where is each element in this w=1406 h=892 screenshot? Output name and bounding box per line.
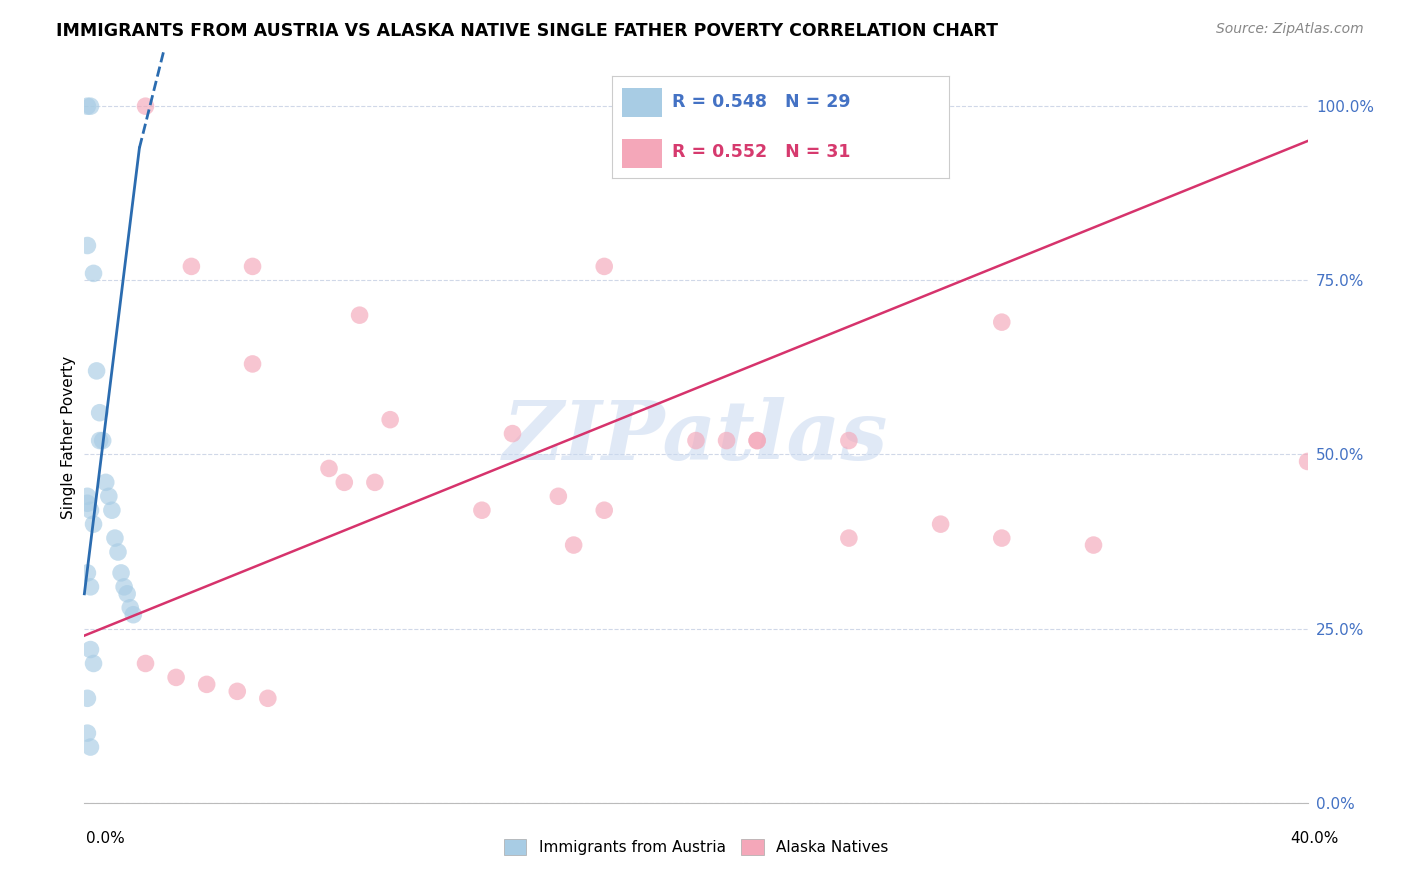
Point bbox=[83, 517, 105, 532]
Point bbox=[135, 99, 157, 113]
Point bbox=[165, 670, 187, 684]
Text: IMMIGRANTS FROM AUSTRIA VS ALASKA NATIVE SINGLE FATHER POVERTY CORRELATION CHART: IMMIGRANTS FROM AUSTRIA VS ALASKA NATIVE… bbox=[56, 22, 998, 40]
Point bbox=[112, 580, 135, 594]
Point bbox=[76, 238, 98, 252]
Point bbox=[104, 531, 127, 545]
Point bbox=[349, 308, 371, 322]
Point bbox=[94, 475, 117, 490]
Point bbox=[79, 580, 101, 594]
FancyBboxPatch shape bbox=[621, 88, 662, 117]
Point bbox=[76, 566, 98, 580]
Point bbox=[135, 657, 157, 671]
Point bbox=[747, 434, 769, 448]
Point bbox=[79, 99, 101, 113]
Point bbox=[838, 531, 860, 545]
Text: ZIPatlas: ZIPatlas bbox=[503, 397, 889, 477]
Point bbox=[593, 503, 616, 517]
Point bbox=[76, 691, 98, 706]
Point bbox=[991, 531, 1014, 545]
Point bbox=[115, 587, 138, 601]
Point bbox=[110, 566, 132, 580]
Point bbox=[120, 600, 142, 615]
Point bbox=[76, 726, 98, 740]
Point bbox=[242, 357, 264, 371]
Text: R = 0.548   N = 29: R = 0.548 N = 29 bbox=[672, 94, 851, 112]
Point bbox=[180, 260, 202, 274]
Point bbox=[991, 315, 1014, 329]
Text: 40.0%: 40.0% bbox=[1291, 831, 1339, 846]
Point bbox=[364, 475, 387, 490]
Point bbox=[107, 545, 129, 559]
Point bbox=[83, 657, 105, 671]
Point bbox=[333, 475, 356, 490]
Point bbox=[502, 426, 524, 441]
Point bbox=[318, 461, 340, 475]
Point bbox=[471, 503, 494, 517]
Point bbox=[1083, 538, 1105, 552]
FancyBboxPatch shape bbox=[621, 139, 662, 168]
Point bbox=[122, 607, 145, 622]
Text: R = 0.552   N = 31: R = 0.552 N = 31 bbox=[672, 143, 851, 161]
Point bbox=[838, 434, 860, 448]
Legend: Immigrants from Austria, Alaska Natives: Immigrants from Austria, Alaska Natives bbox=[498, 833, 894, 861]
Point bbox=[195, 677, 218, 691]
Point bbox=[91, 434, 114, 448]
Point bbox=[929, 517, 952, 532]
Point bbox=[83, 266, 105, 280]
Point bbox=[747, 434, 769, 448]
Point bbox=[380, 412, 402, 426]
Point bbox=[242, 260, 264, 274]
Point bbox=[593, 260, 616, 274]
Text: 0.0%: 0.0% bbox=[86, 831, 125, 846]
Point bbox=[89, 406, 111, 420]
Text: Source: ZipAtlas.com: Source: ZipAtlas.com bbox=[1216, 22, 1364, 37]
Point bbox=[97, 489, 120, 503]
Point bbox=[79, 642, 101, 657]
Point bbox=[226, 684, 249, 698]
Point bbox=[86, 364, 108, 378]
Point bbox=[76, 496, 98, 510]
Point bbox=[716, 434, 738, 448]
Point bbox=[547, 489, 569, 503]
Point bbox=[562, 538, 585, 552]
Point bbox=[76, 489, 98, 503]
Point bbox=[79, 503, 101, 517]
Point bbox=[89, 434, 111, 448]
Point bbox=[76, 99, 98, 113]
Point bbox=[1296, 454, 1319, 468]
Point bbox=[101, 503, 124, 517]
Y-axis label: Single Father Poverty: Single Father Poverty bbox=[60, 356, 76, 518]
Point bbox=[257, 691, 280, 706]
Point bbox=[685, 434, 707, 448]
Point bbox=[79, 740, 101, 755]
